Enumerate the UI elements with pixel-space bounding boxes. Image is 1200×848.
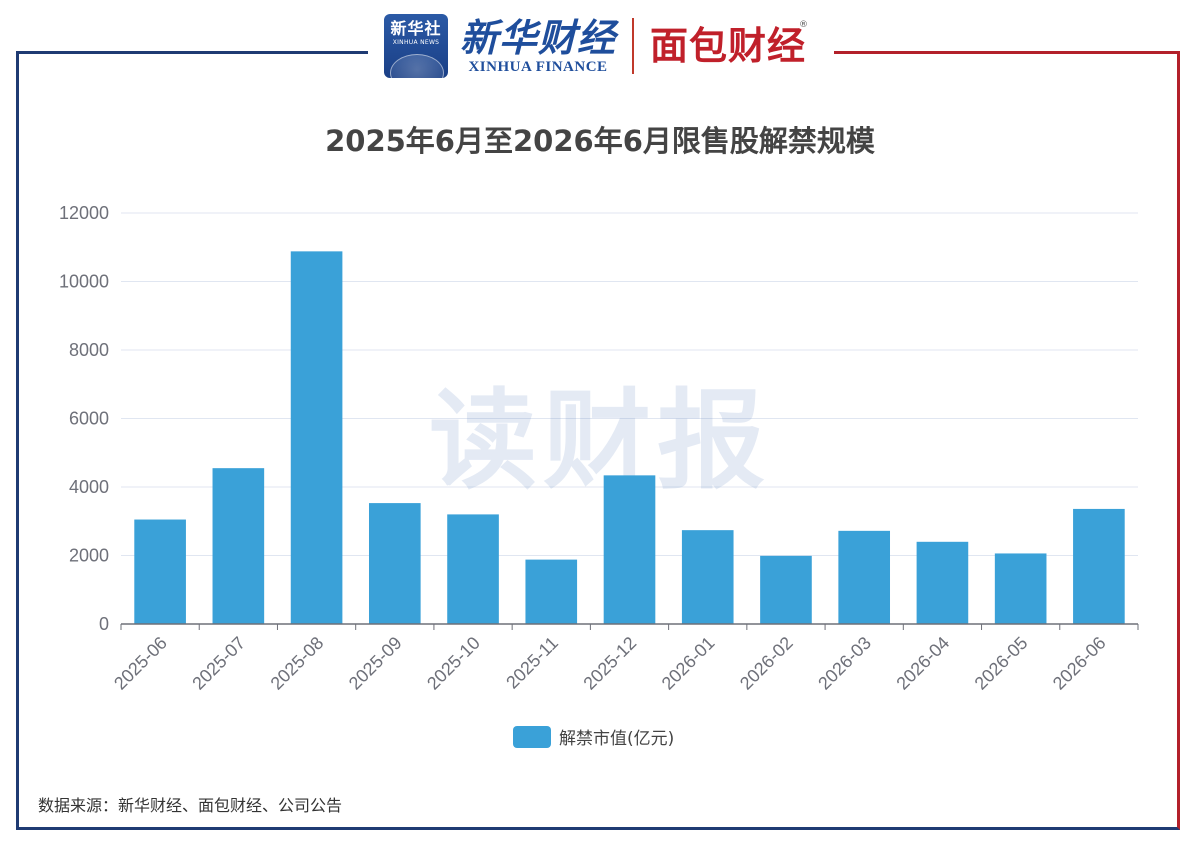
data-source: 数据来源：新华财经、面包财经、公司公告 — [38, 796, 343, 815]
bar-2025-07 — [212, 468, 265, 624]
x-tick-label: 2026-03 — [814, 633, 875, 694]
x-tick-label: 2025-07 — [188, 633, 249, 694]
y-tick-label: 12000 — [59, 203, 109, 223]
y-tick-label: 0 — [99, 614, 109, 634]
logo-divider — [632, 18, 635, 74]
x-tick-label: 2026-04 — [892, 633, 953, 694]
y-tick-label: 6000 — [69, 409, 109, 429]
top-border-right — [834, 51, 1180, 54]
mianbao-finance-logo-text: 面包财经 — [650, 24, 807, 68]
xinhua-news-logo: 新华社 XINHUA NEWS — [384, 14, 448, 78]
watermark: 读财报 — [429, 379, 771, 504]
y-tick-label: 4000 — [69, 477, 109, 497]
y-tick-label: 2000 — [69, 546, 109, 566]
mianbao-finance-logo: 面包财经 ® — [650, 20, 808, 68]
x-tick-label: 2025-10 — [423, 633, 484, 694]
x-tick-label: 2026-05 — [971, 633, 1032, 694]
x-tick-label: 2025-11 — [502, 633, 562, 693]
bar-2025-09 — [368, 503, 421, 624]
chart-frame — [16, 52, 1180, 830]
x-tick-label: 2025-09 — [345, 633, 406, 694]
legend: 解禁市值(亿元) — [513, 724, 674, 749]
registered-mark: ® — [799, 20, 809, 30]
x-tick-label: 2026-06 — [1049, 633, 1110, 694]
legend-label: 解禁市值(亿元) — [559, 729, 675, 749]
grid-lines — [121, 212, 1138, 556]
y-axis-ticks: 0 2000 4000 6000 8000 10000 12000 — [59, 203, 109, 634]
x-tick-label: 2026-02 — [736, 633, 797, 694]
header-logos: 新华社 XINHUA NEWS 新华财经 XINHUA FINANCE 面包财经… — [384, 12, 808, 80]
x-tick-label: 2025-06 — [110, 633, 171, 694]
bar-2026-01 — [681, 530, 734, 624]
bar-2026-03 — [838, 530, 891, 624]
bar-2025-11 — [525, 559, 578, 624]
bar-2025-06 — [134, 519, 186, 624]
bar-2025-12 — [603, 475, 656, 624]
bar-2026-04 — [916, 541, 969, 624]
y-tick-label: 10000 — [59, 272, 109, 292]
x-tick-label: 2026-01 — [658, 633, 719, 694]
bar-2025-10 — [447, 514, 499, 624]
xinhua-finance-logo: 新华财经 XINHUA FINANCE — [460, 15, 617, 76]
x-tick-label: 2025-08 — [267, 633, 328, 694]
xinhua-news-logo-text: 新华社 — [390, 19, 442, 38]
xinhua-finance-logo-en: XINHUA FINANCE — [468, 59, 608, 75]
legend-swatch — [513, 725, 551, 748]
x-tick-label: 2025-12 — [579, 633, 640, 694]
bar-2026-02 — [760, 555, 812, 624]
bar-2026-05 — [994, 553, 1047, 624]
bars — [134, 251, 1125, 625]
y-tick-label: 8000 — [69, 340, 109, 360]
chart-title: 2025年6月至2026年6月限售股解禁规模 — [325, 124, 875, 158]
x-axis-ticks: 2025-06 2025-07 2025-08 2025-09 2025-10 2025-… — [110, 624, 1139, 694]
bar-2025-08 — [290, 251, 343, 625]
xinhua-news-logo-en: XINHUA NEWS — [392, 39, 440, 46]
xinhua-finance-logo-cn: 新华财经 — [460, 15, 617, 60]
bar-2026-06 — [1073, 508, 1125, 624]
top-border-left — [16, 51, 368, 54]
